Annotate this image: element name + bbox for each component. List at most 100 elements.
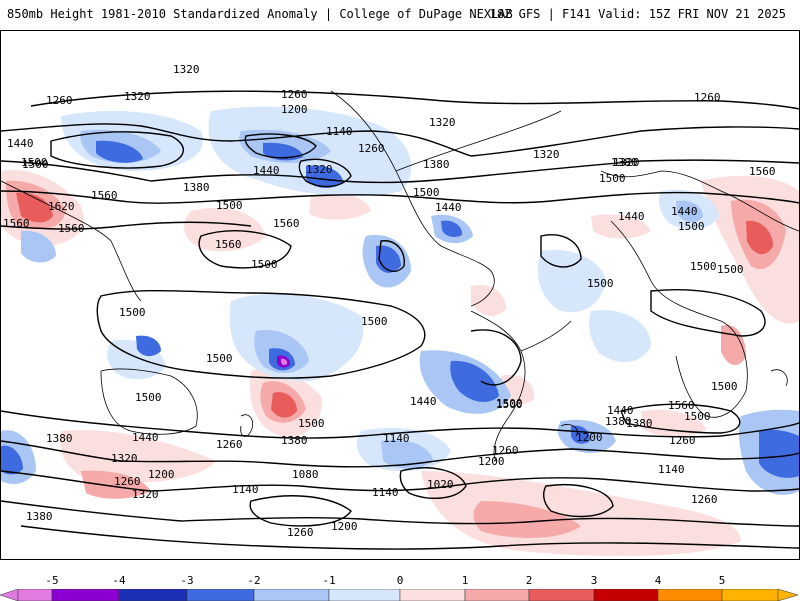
- contour-label: 1260: [46, 94, 73, 107]
- contour-label: 1500: [587, 277, 614, 290]
- contour-label: 1500: [599, 172, 626, 185]
- colorbar-segment: [253, 589, 330, 601]
- contour-label: 1140: [232, 483, 259, 496]
- colorbar-tick: -5: [45, 574, 59, 587]
- contour-label: 1380: [626, 417, 653, 430]
- contour-label: 1440: [132, 431, 159, 444]
- contour-label: 1440: [435, 201, 462, 214]
- contour-label: 1380: [423, 158, 450, 171]
- contour-label: 1560: [273, 217, 300, 230]
- anomaly-map: 1320 1320 1260 1260 1200 1140 1320 1320 …: [0, 30, 800, 560]
- model-run-info: 18Z GFS | F141 Valid: 15Z FRI NOV 21 202…: [489, 7, 786, 21]
- contour-label: 1320: [132, 488, 159, 501]
- contour-label: 1380: [605, 415, 632, 428]
- colorbar-segment: [51, 589, 120, 601]
- contour-label: 1380: [611, 156, 638, 169]
- map-canvas: 1320 1320 1260 1260 1200 1140 1320 1320 …: [1, 63, 799, 557]
- contour-label: 1080: [292, 468, 319, 481]
- contour-label: 1320: [306, 163, 333, 176]
- contour-label: 1500: [496, 397, 523, 410]
- colorbar-arrow-right: [777, 589, 799, 601]
- colorbar-segment: [186, 589, 255, 601]
- contour-label: 1560: [3, 217, 30, 230]
- colorbar-segment: [721, 589, 779, 601]
- contour-label: 1200: [576, 431, 603, 444]
- contour-label: 1200: [478, 455, 505, 468]
- colorbar-gradient: [0, 589, 799, 601]
- contour-label: 1320: [124, 90, 151, 103]
- contour-label: 1500: [135, 391, 162, 404]
- contour-label: 1020: [427, 478, 454, 491]
- contour-label: 1500: [119, 306, 146, 319]
- contour-label: 1200: [331, 520, 358, 533]
- colorbar-tick: 4: [654, 574, 662, 587]
- contour-label: 1500: [678, 220, 705, 233]
- colorbar-tick: 5: [718, 574, 726, 587]
- contour-label: 1560: [58, 222, 85, 235]
- contour-label: 1380: [26, 510, 53, 523]
- contour-label: 1500: [298, 417, 325, 430]
- contour-label: 1500: [361, 315, 388, 328]
- contour-label: 1500: [216, 199, 243, 212]
- contour-label: 1260: [694, 91, 721, 104]
- contour-label: 1320: [173, 63, 200, 76]
- contour-label: 1200: [148, 468, 175, 481]
- contour-label: 1140: [383, 432, 410, 445]
- coastlines: [1, 90, 799, 462]
- colorbar-segment: [464, 589, 530, 601]
- colorbar-tick: -1: [322, 574, 336, 587]
- contour-label: 1500: [690, 260, 717, 273]
- contour-label: 1320: [429, 116, 456, 129]
- contour-label: 1380: [46, 432, 73, 445]
- contour-label: 1500: [684, 410, 711, 423]
- contour-label: 1560: [749, 165, 776, 178]
- colorbar-segment: [118, 589, 188, 601]
- colorbar-arrow-left: [0, 589, 19, 601]
- contour-label: 1260: [216, 438, 243, 451]
- contour-label: 1500: [496, 398, 523, 411]
- map-header: 850mb Height 1981-2010 Standardized Anom…: [0, 0, 800, 30]
- colorbar-tick: -3: [180, 574, 194, 587]
- contour-label: 1380: [281, 434, 308, 447]
- map-title: 850mb Height 1981-2010 Standardized Anom…: [7, 7, 513, 21]
- colorbar-tick: -2: [247, 574, 261, 587]
- colorbar-segment: [328, 589, 401, 601]
- contour-label: 1620: [48, 200, 75, 213]
- colorbar-segment: [657, 589, 723, 601]
- contour-label: 1500: [717, 263, 744, 276]
- colorbar-tick: 3: [590, 574, 598, 587]
- contour-label: 1440: [671, 205, 698, 218]
- contour-label: 1440: [410, 395, 437, 408]
- contour-label: 1560: [668, 399, 695, 412]
- contour-label: 1440: [618, 210, 645, 223]
- anomaly-colorbar: -5 -4 -3 -2 -1 0 1 2 3 4 5: [0, 562, 800, 601]
- colorbar-segment: [593, 589, 659, 601]
- contour-label: 1140: [658, 463, 685, 476]
- contour-label: 1260: [358, 142, 385, 155]
- contour-label: 1560: [215, 238, 242, 251]
- colorbar-segment: [399, 589, 466, 601]
- contour-label: 1500: [206, 352, 233, 365]
- contour-label: 1320: [613, 156, 640, 169]
- colorbar-segment: [528, 589, 595, 601]
- contour-label: 1260: [669, 434, 696, 447]
- contour-label: 1560: [91, 189, 118, 202]
- height-contours: [1, 90, 799, 550]
- colorbar-segment: [17, 589, 53, 601]
- colorbar-tick: 0: [396, 574, 404, 587]
- contour-label: 1500: [413, 186, 440, 199]
- contour-labels: 1320 1320 1260 1260 1200 1140 1320 1320 …: [3, 63, 776, 539]
- colorbar-tick: -4: [112, 574, 126, 587]
- contour-label: 1320: [533, 148, 560, 161]
- contour-label: 1200: [281, 103, 308, 116]
- contour-label: 1140: [372, 486, 399, 499]
- contour-label: 1500: [711, 380, 738, 393]
- contour-label: 1500: [22, 158, 49, 171]
- contour-label: 1500: [251, 258, 278, 271]
- contour-label: 1380: [183, 181, 210, 194]
- contour-label: 1440: [607, 404, 634, 417]
- contour-label: 1500: [21, 156, 48, 169]
- positive-anomaly-shading: [1, 170, 799, 557]
- contour-label: 1260: [691, 493, 718, 506]
- colorbar-tick: 1: [461, 574, 469, 587]
